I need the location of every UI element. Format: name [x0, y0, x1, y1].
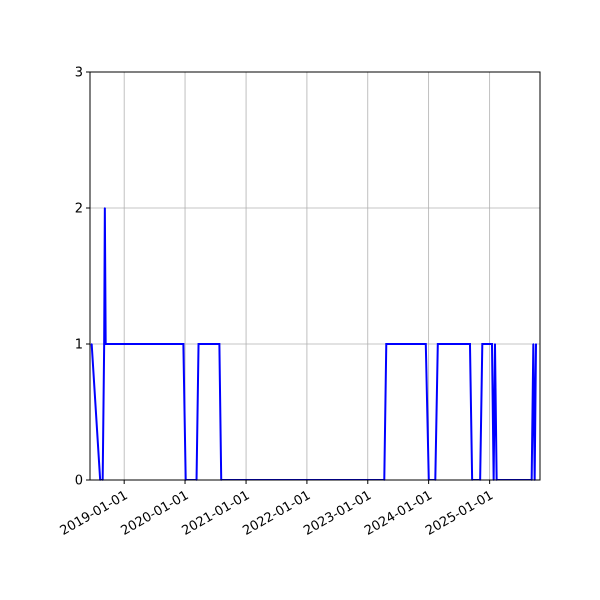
data-point	[424, 343, 427, 345]
data-point	[197, 343, 200, 345]
data-point	[104, 343, 107, 345]
data-point	[182, 343, 185, 345]
y-tick-label: 3	[75, 66, 83, 81]
plot-frame	[89, 71, 541, 481]
data-point	[90, 343, 93, 345]
data-point	[532, 343, 535, 345]
data-point	[494, 343, 496, 345]
data-point	[103, 343, 105, 345]
data-point	[535, 343, 537, 345]
y-tick-label: 1	[75, 338, 83, 353]
data-point	[436, 343, 439, 345]
series-line	[90, 207, 537, 480]
y-tick-label: 0	[75, 474, 83, 489]
data-point	[491, 343, 493, 345]
grid	[90, 71, 540, 481]
y-tick-label: 2	[75, 202, 83, 217]
data-point	[385, 343, 388, 345]
data-point	[218, 343, 221, 345]
data-point	[104, 207, 106, 209]
data-point	[481, 343, 484, 345]
data-point	[469, 343, 471, 345]
